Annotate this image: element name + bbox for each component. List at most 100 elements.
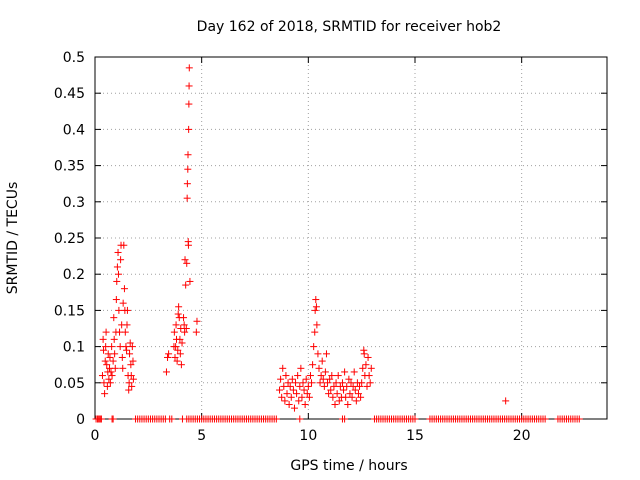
- data-point: [340, 386, 348, 394]
- data-point: [111, 364, 119, 372]
- data-point: [103, 361, 111, 369]
- data-point: [276, 386, 284, 394]
- data-point: [329, 393, 337, 401]
- data-point: [112, 296, 120, 304]
- data-point: [354, 390, 362, 398]
- data-point: [113, 277, 121, 285]
- data-point: [343, 382, 351, 390]
- y-tick-label: 0.45: [54, 86, 85, 102]
- data-point: [192, 328, 200, 336]
- data-point: [123, 321, 131, 329]
- data-point: [322, 350, 330, 358]
- data-point: [120, 241, 128, 249]
- plot-frame: [94, 56, 608, 420]
- data-point: [279, 364, 287, 372]
- data-point: [360, 350, 368, 358]
- data-point: [100, 346, 108, 354]
- data-point: [102, 343, 110, 351]
- data-point: [333, 390, 341, 398]
- data-point: [101, 357, 109, 365]
- data-point: [173, 357, 181, 365]
- data-point: [320, 382, 328, 390]
- y-tick-label: 0.35: [54, 159, 85, 175]
- data-point: [193, 317, 201, 325]
- data-point: [290, 404, 298, 412]
- data-point: [129, 375, 137, 383]
- x-tick-label: 10: [299, 428, 317, 444]
- data-point: [411, 415, 419, 423]
- data-point: [303, 390, 311, 398]
- data-point: [541, 415, 549, 423]
- data-point: [342, 393, 350, 401]
- y-axis-label: SRMTID / TECUs: [5, 182, 21, 295]
- data-point: [335, 397, 343, 405]
- data-point: [349, 382, 357, 390]
- data-point: [364, 353, 372, 361]
- data-points: [92, 64, 583, 423]
- data-point: [352, 397, 360, 405]
- data-point: [101, 390, 109, 398]
- data-point: [278, 393, 286, 401]
- data-point: [293, 390, 301, 398]
- data-point: [178, 339, 186, 347]
- data-point: [331, 401, 339, 409]
- y-tick-label: 0.1: [63, 340, 85, 356]
- y-tick-label: 0.4: [63, 122, 85, 138]
- data-point: [319, 375, 327, 383]
- data-point: [115, 306, 123, 314]
- data-point: [346, 390, 354, 398]
- data-point: [575, 415, 583, 423]
- data-point: [280, 382, 288, 390]
- y-tick-label: 0.25: [54, 231, 85, 247]
- data-point: [110, 314, 118, 322]
- x-tick-label: 20: [513, 428, 531, 444]
- data-point: [106, 353, 114, 361]
- data-point: [281, 397, 289, 405]
- data-point: [306, 372, 314, 380]
- data-point: [114, 270, 122, 278]
- data-point: [185, 125, 193, 133]
- data-point: [294, 372, 302, 380]
- data-point: [332, 379, 340, 387]
- data-point: [366, 379, 374, 387]
- data-point: [180, 321, 188, 329]
- y-tick-label: 0.2: [63, 267, 85, 283]
- data-point: [120, 285, 128, 293]
- data-point: [305, 393, 313, 401]
- data-point: [336, 382, 344, 390]
- data-point: [183, 259, 191, 267]
- data-point: [175, 303, 183, 311]
- data-point: [312, 303, 320, 311]
- data-point: [358, 379, 366, 387]
- data-point: [324, 379, 332, 387]
- data-point: [316, 379, 324, 387]
- data-point: [283, 390, 291, 398]
- ticks: 0 5 10 15 20 0 0.05 0.1 0.15 0.2 0.25 0.3 0.35 0.4 0.4…: [54, 50, 607, 444]
- chart-title: Day 162 of 2018, SRMTID for receiver hob…: [197, 19, 502, 35]
- data-point: [164, 353, 172, 361]
- data-point: [182, 281, 190, 289]
- data-point: [298, 393, 306, 401]
- data-point: [351, 386, 359, 394]
- data-point: [126, 339, 134, 347]
- data-point: [321, 368, 329, 376]
- data-point: [174, 310, 182, 318]
- data-point: [183, 194, 191, 202]
- data-point: [296, 382, 304, 390]
- data-point: [171, 353, 179, 361]
- data-point: [284, 379, 292, 387]
- data-point: [113, 263, 121, 271]
- data-point: [318, 357, 326, 365]
- data-point: [272, 415, 280, 423]
- data-point: [362, 361, 370, 369]
- data-point: [341, 368, 349, 376]
- data-point: [317, 372, 325, 380]
- data-point: [356, 382, 364, 390]
- data-point: [111, 350, 119, 358]
- data-point: [128, 382, 136, 390]
- data-point: [108, 343, 116, 351]
- data-point: [108, 372, 116, 380]
- data-point: [118, 353, 126, 361]
- data-point: [125, 379, 133, 387]
- data-point: [98, 372, 106, 380]
